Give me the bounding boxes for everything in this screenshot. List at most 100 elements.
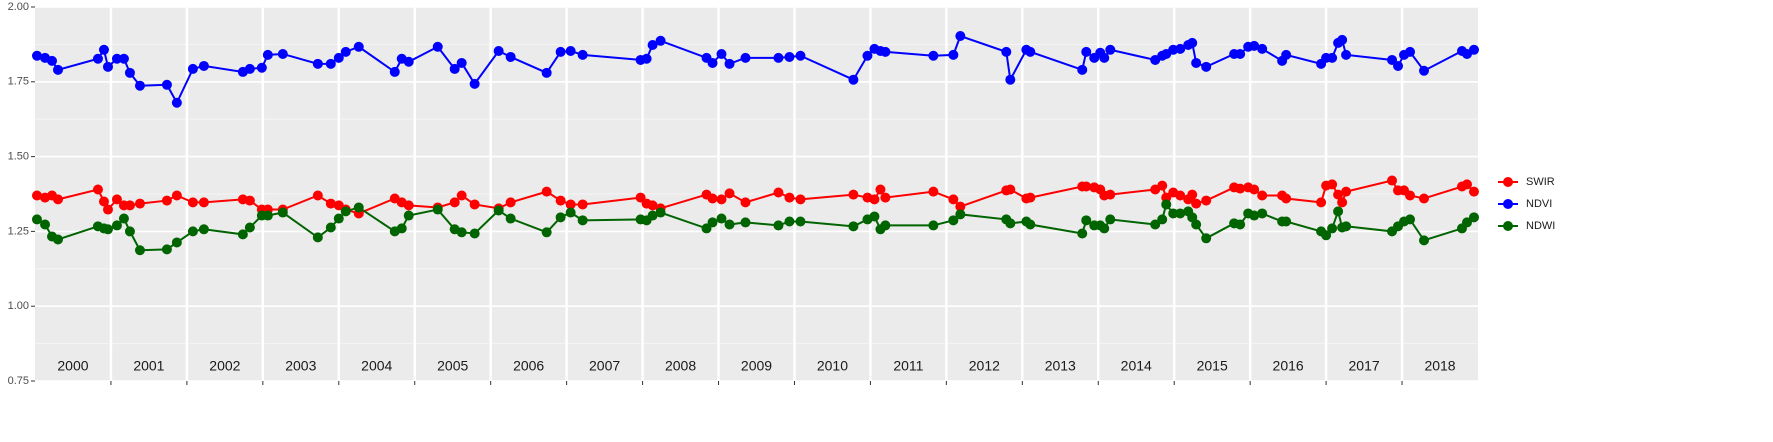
data-point	[1281, 193, 1292, 204]
data-point	[171, 237, 182, 248]
data-point	[1161, 199, 1172, 210]
legend-swatch	[1503, 199, 1513, 209]
data-point	[161, 79, 172, 90]
data-point	[98, 44, 109, 55]
data-point	[928, 50, 939, 61]
data-point	[340, 206, 351, 217]
data-point	[1257, 208, 1268, 219]
data-point	[1333, 206, 1344, 217]
data-point	[948, 194, 959, 205]
data-point	[948, 215, 959, 226]
data-point	[784, 192, 795, 203]
year-label: 2005	[437, 358, 468, 374]
data-point	[1005, 184, 1016, 195]
data-point	[124, 200, 135, 211]
data-point	[187, 226, 198, 237]
data-point	[134, 198, 145, 209]
data-point	[716, 213, 727, 224]
y-tick-label: 1.50	[8, 151, 29, 163]
data-point	[353, 202, 364, 213]
data-point	[1249, 210, 1260, 221]
data-point	[1461, 179, 1472, 190]
data-point	[1157, 214, 1168, 225]
data-point	[1333, 189, 1344, 200]
year-label: 2016	[1273, 358, 1304, 374]
data-point	[31, 190, 42, 201]
data-point	[198, 60, 209, 71]
data-point	[333, 52, 344, 63]
data-point	[647, 39, 658, 50]
data-point	[333, 213, 344, 224]
data-point	[1005, 218, 1016, 229]
data-point	[577, 199, 588, 210]
data-point	[716, 48, 727, 59]
year-label: 2009	[741, 358, 772, 374]
data-point	[1405, 190, 1416, 201]
data-point	[134, 80, 145, 91]
data-point	[134, 245, 145, 256]
data-point	[340, 46, 351, 57]
data-point	[277, 48, 288, 59]
data-point	[1337, 197, 1348, 208]
data-point	[396, 223, 407, 234]
data-point	[784, 51, 795, 62]
data-point	[1327, 223, 1338, 234]
legend-label: NDVI	[1526, 198, 1552, 210]
data-point	[1257, 190, 1268, 201]
year-label: 2011	[893, 358, 923, 374]
data-point	[98, 196, 109, 207]
year-label: 2017	[1349, 358, 1380, 374]
data-point	[1175, 190, 1186, 201]
data-point	[1419, 65, 1430, 76]
data-point	[948, 49, 959, 60]
data-point	[784, 216, 795, 227]
data-point	[1337, 34, 1348, 45]
year-label: 2007	[589, 358, 620, 374]
data-point	[505, 197, 516, 208]
data-point	[353, 41, 364, 52]
data-point	[1249, 40, 1260, 51]
data-point	[1281, 49, 1292, 60]
data-point	[1175, 208, 1186, 219]
data-point	[1077, 228, 1088, 239]
data-point	[740, 197, 751, 208]
legend-swatch	[1503, 177, 1513, 187]
data-point	[171, 190, 182, 201]
data-point	[1235, 219, 1246, 230]
year-label: 2012	[969, 358, 1000, 374]
data-point	[773, 52, 784, 63]
data-point	[403, 200, 414, 211]
data-point	[880, 46, 891, 57]
data-point	[1201, 233, 1212, 244]
data-point	[541, 227, 552, 238]
data-point	[555, 212, 566, 223]
data-point	[716, 194, 727, 205]
data-point	[555, 195, 566, 206]
data-point	[31, 50, 42, 61]
data-point	[102, 224, 113, 235]
data-point	[647, 210, 658, 221]
year-label: 2002	[209, 358, 240, 374]
data-point	[1405, 214, 1416, 225]
data-point	[161, 195, 172, 206]
y-tick-label: 1.00	[8, 300, 29, 312]
year-label: 2015	[1197, 358, 1228, 374]
data-point	[1175, 43, 1186, 54]
data-point	[848, 74, 859, 85]
data-point	[312, 58, 323, 69]
data-point	[262, 49, 273, 60]
data-point	[198, 197, 209, 208]
data-point	[1405, 46, 1416, 57]
data-point	[707, 217, 718, 228]
data-point	[641, 53, 652, 64]
data-point	[1468, 186, 1479, 197]
data-point	[449, 197, 460, 208]
data-point	[1168, 208, 1179, 219]
year-label: 2013	[1045, 358, 1076, 374]
data-point	[724, 188, 735, 199]
data-point	[1099, 223, 1110, 234]
data-point	[707, 193, 718, 204]
data-point	[1005, 74, 1016, 85]
data-point	[1393, 60, 1404, 71]
data-point	[493, 45, 504, 56]
